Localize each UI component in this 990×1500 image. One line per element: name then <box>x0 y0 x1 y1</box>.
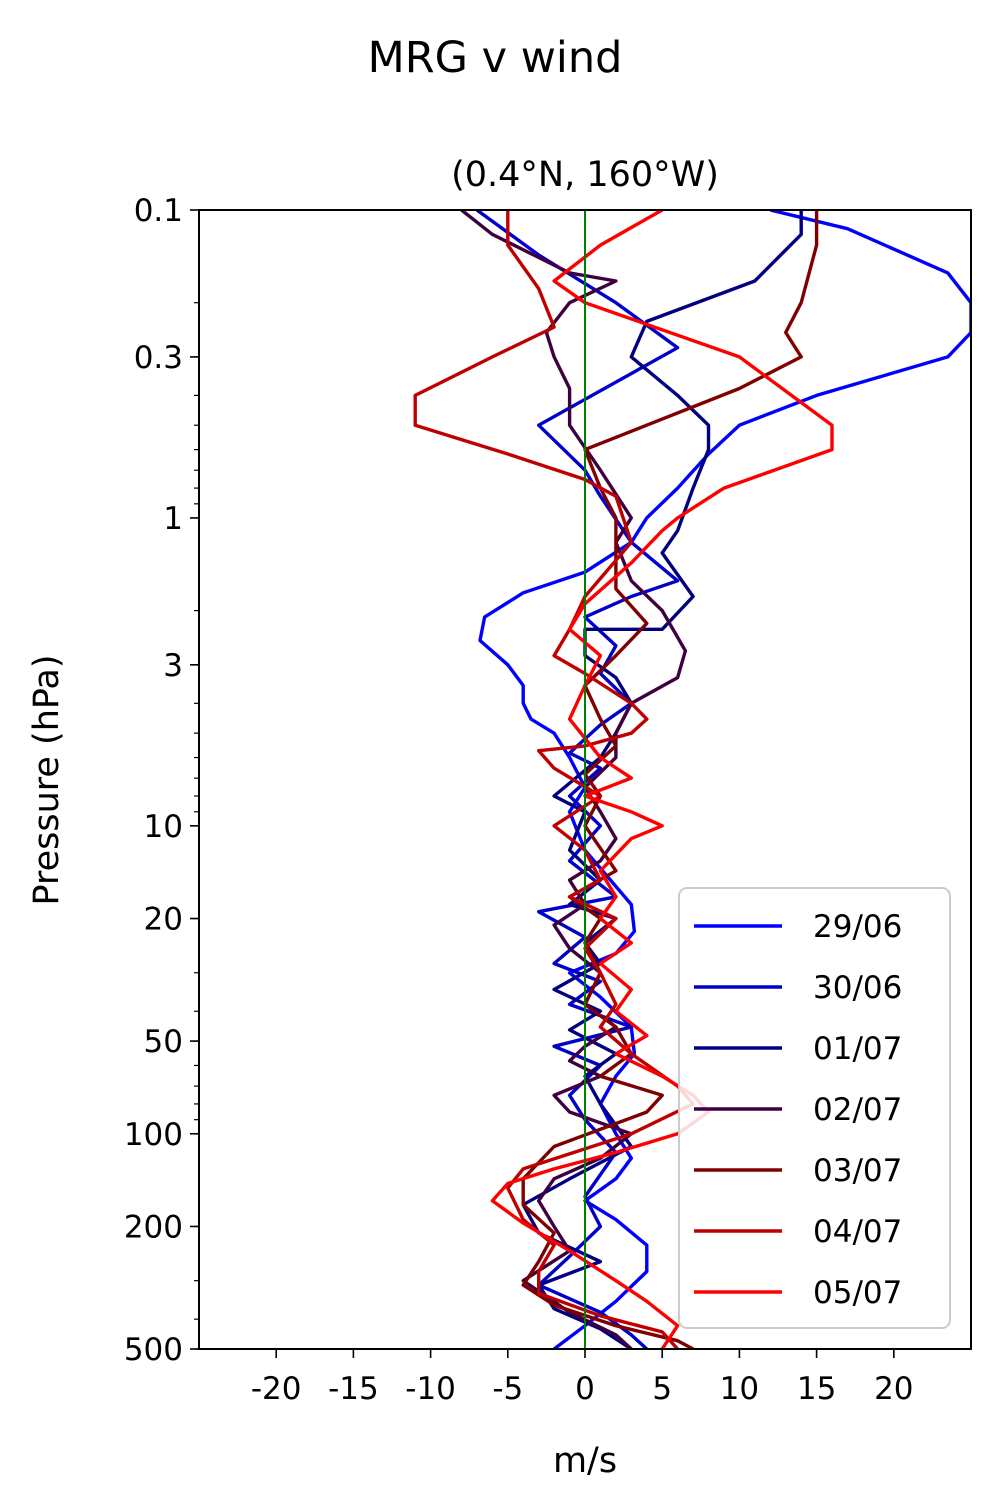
y-tick-label: 3 <box>163 648 183 684</box>
y-axis-label: Pressure (hPa) <box>27 654 67 905</box>
x-axis-label: m/s <box>553 1441 617 1481</box>
x-tick-label: -10 <box>405 1371 456 1407</box>
legend: 29/06 30/06 01/07 02/07 03/07 04/07 05/07 <box>678 887 951 1329</box>
y-tick-label: 10 <box>144 809 183 845</box>
series-line-7 <box>490 210 834 1349</box>
series-line-4 <box>460 210 688 1349</box>
legend-label: 03/07 <box>813 1153 902 1189</box>
x-axis: -20 -15 -10 -5 0 5 10 15 20 <box>251 1349 914 1407</box>
x-tick-label: -15 <box>328 1371 379 1407</box>
x-tick-label: 10 <box>720 1371 759 1407</box>
series-line-2 <box>475 210 680 1349</box>
y-tick-label: 50 <box>144 1024 183 1060</box>
plot-subtitle: (0.4°N, 160°W) <box>451 155 719 195</box>
series-line-1 <box>478 210 971 1349</box>
y-tick-label: 20 <box>144 902 183 938</box>
x-tick-label: 20 <box>874 1371 913 1407</box>
legend-label: 04/07 <box>813 1214 902 1250</box>
x-tick-label: 15 <box>797 1371 836 1407</box>
x-tick-label: -5 <box>492 1371 523 1407</box>
x-tick-label: 5 <box>652 1371 672 1407</box>
legend-label: 30/06 <box>813 970 902 1006</box>
y-tick-label: 1 <box>163 501 183 537</box>
series-line-3 <box>521 210 803 1349</box>
y-tick-label: 500 <box>124 1332 183 1368</box>
series-line-6 <box>413 210 695 1349</box>
y-tick-label: 200 <box>124 1209 183 1245</box>
legend-label: 05/07 <box>813 1275 902 1311</box>
y-tick-label: 100 <box>124 1117 183 1153</box>
figure-title: MRG v wind <box>368 33 623 83</box>
y-tick-label: 0.3 <box>134 340 183 376</box>
y-axis: 0.1 0.3 1 3 10 20 50 100 200 500 <box>124 193 199 1368</box>
legend-label: 02/07 <box>813 1092 902 1128</box>
legend-box <box>678 887 951 1329</box>
series-layer <box>413 210 971 1349</box>
y-tick-label: 0.1 <box>134 193 183 229</box>
legend-label: 01/07 <box>813 1031 902 1067</box>
x-tick-label: 0 <box>575 1371 595 1407</box>
legend-label: 29/06 <box>813 909 902 945</box>
x-tick-label: -20 <box>251 1371 302 1407</box>
